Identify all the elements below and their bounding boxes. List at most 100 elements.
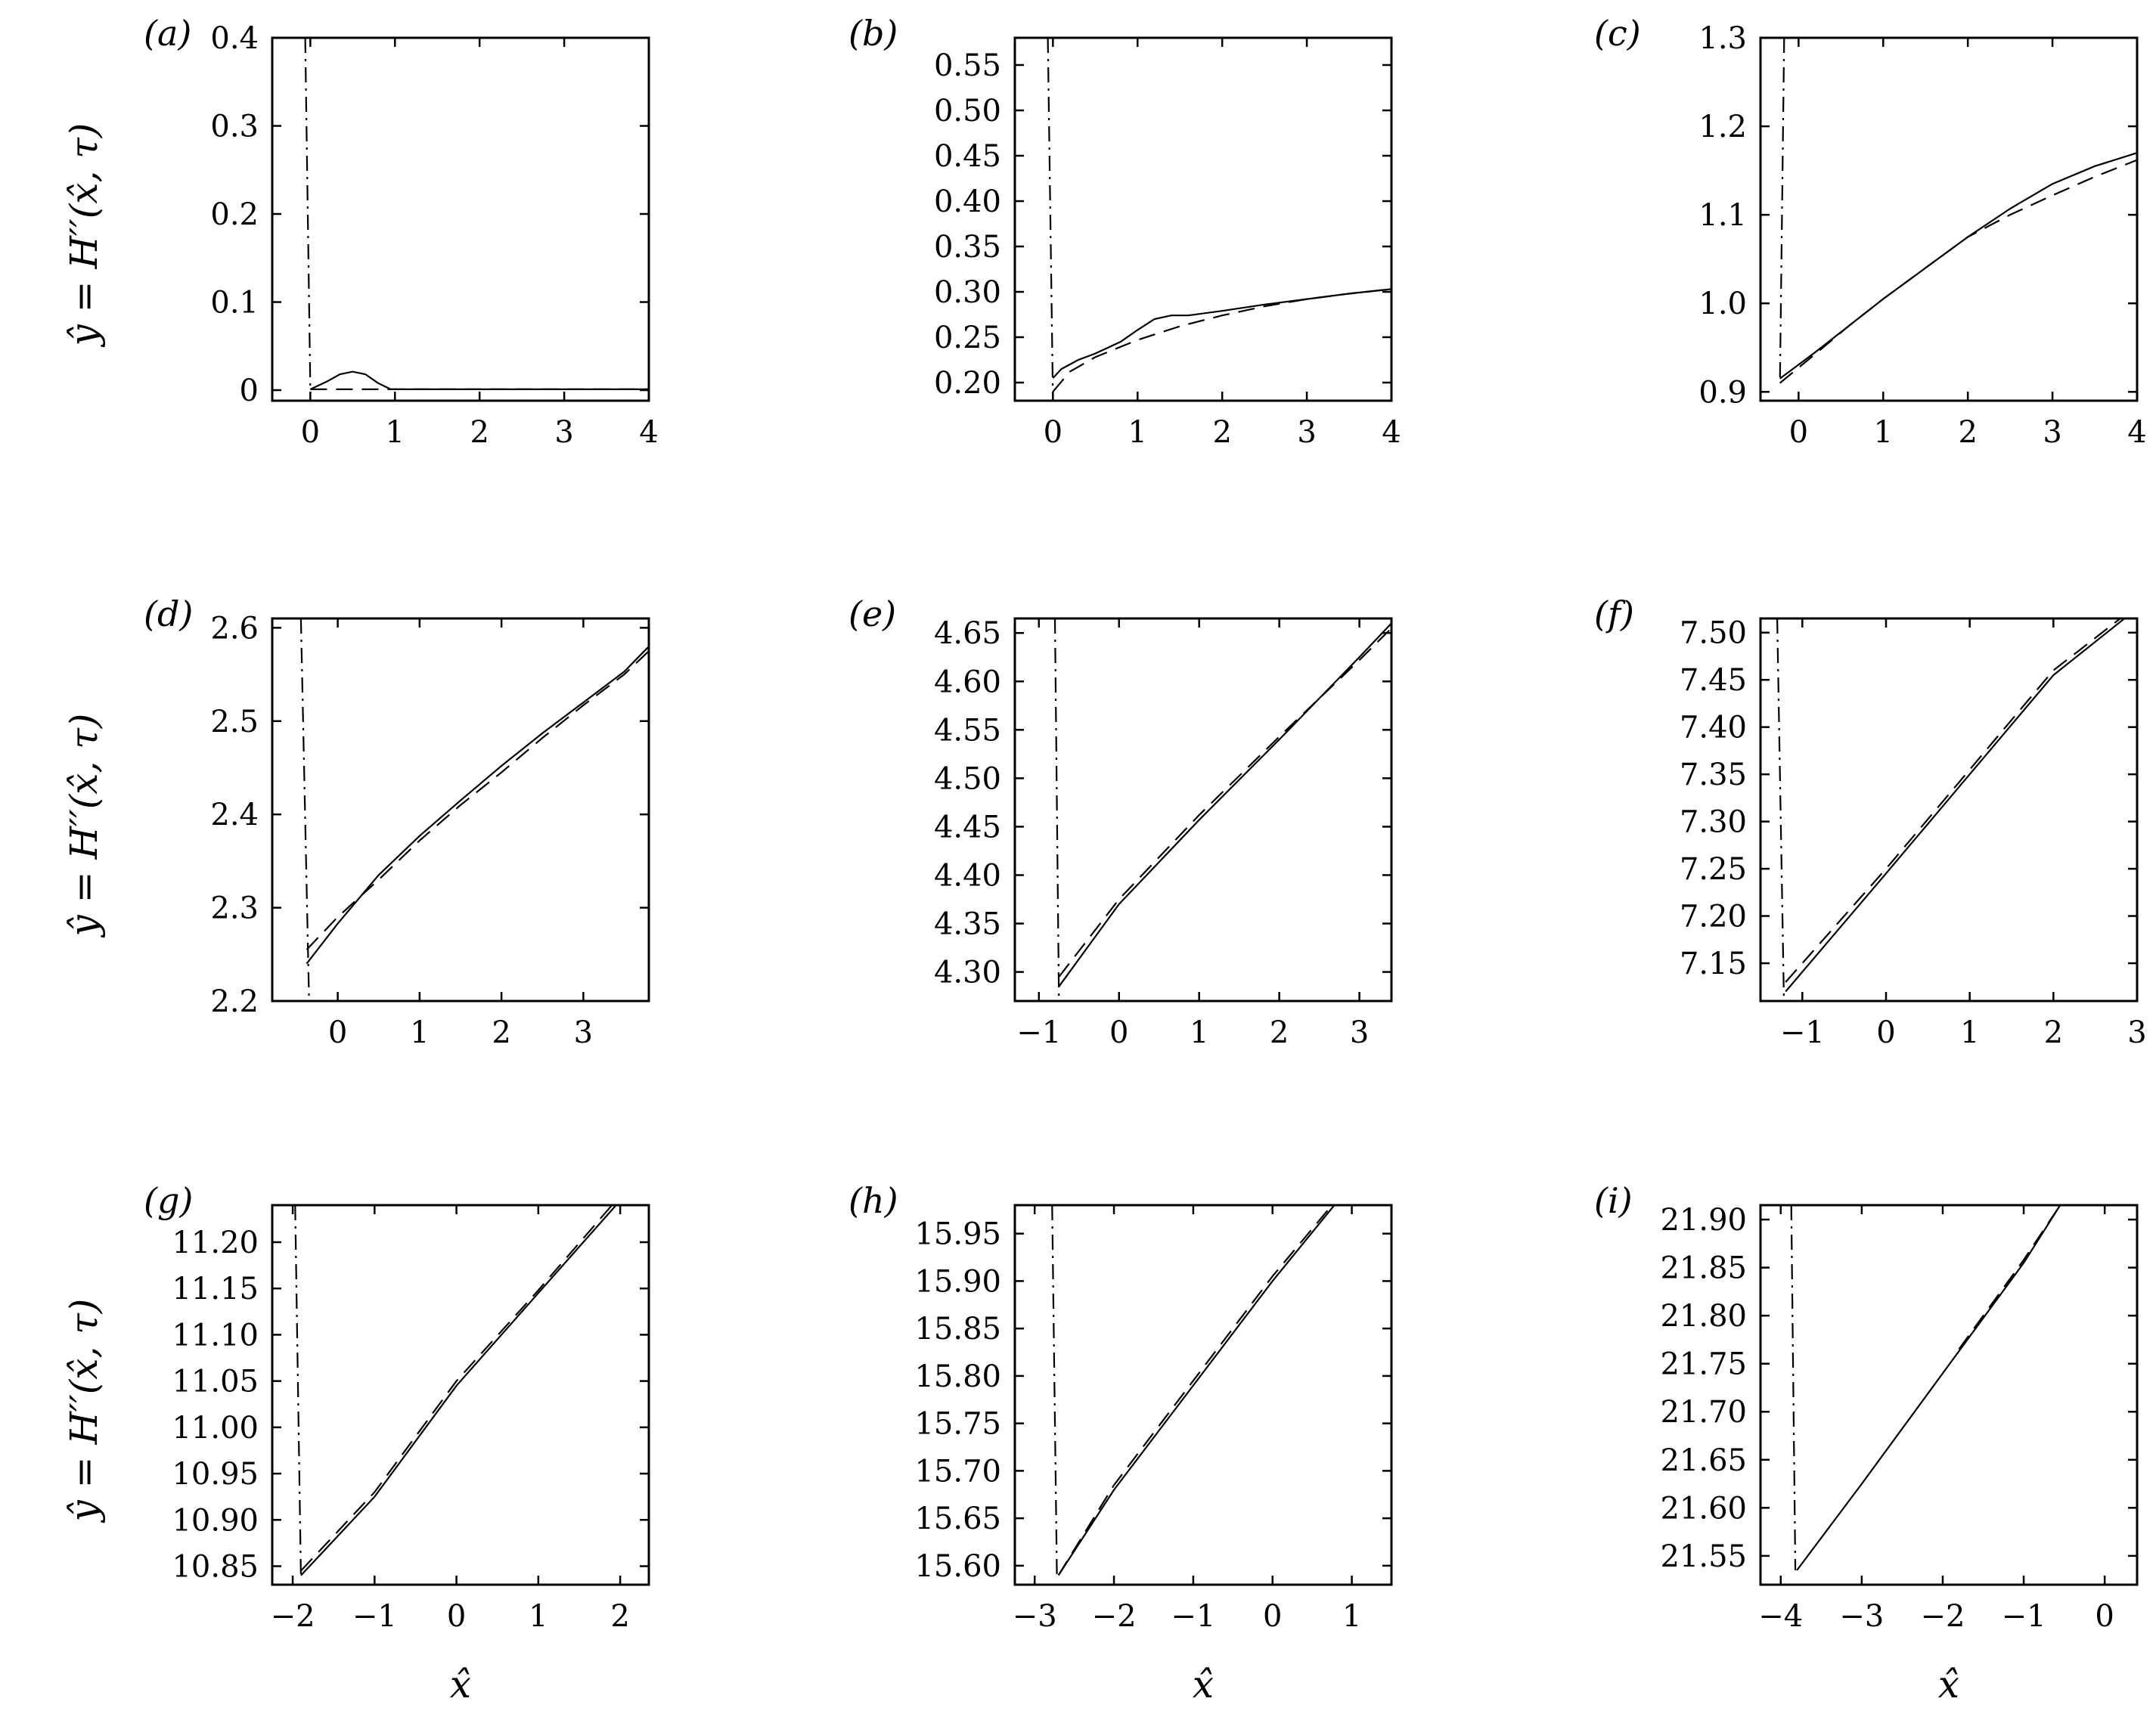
y-tick-label: 0.3 xyxy=(210,110,259,144)
series-dashed-line xyxy=(1785,618,2121,983)
plot-frame xyxy=(271,36,650,402)
x-tick-label: 0 xyxy=(2095,1599,2114,1634)
series-solid-line xyxy=(1796,1205,2061,1571)
y-tick-label: 4.40 xyxy=(934,858,1001,893)
y-tick-label: 0.9 xyxy=(1698,375,1747,410)
y-tick-label: 10.85 xyxy=(172,1550,259,1585)
series-dashdot-line xyxy=(1779,38,1785,383)
y-tick-label: 0.2 xyxy=(210,197,259,232)
y-tick-label: 21.60 xyxy=(1660,1491,1747,1526)
plot-frame xyxy=(1759,617,2139,1003)
x-tick-label: 1 xyxy=(1128,415,1147,450)
series-dashdot-line xyxy=(1047,38,1054,401)
panel-label: (d) xyxy=(144,594,193,634)
x-tick-label: −3 xyxy=(1839,1599,1884,1634)
series-dashdot-line xyxy=(299,618,310,1001)
y-tick-label: 7.35 xyxy=(1680,758,1747,792)
y-tick-label: 7.20 xyxy=(1680,900,1747,934)
y-tick-label: 0 xyxy=(240,373,259,408)
x-tick-label: 0 xyxy=(1044,415,1062,450)
y-axis-title: ŷ = H′′(x̂, τ) xyxy=(62,123,106,348)
series-dashed-line xyxy=(300,1205,613,1572)
x-tick-label: −1 xyxy=(1780,1015,1825,1050)
x-tick-label: 0 xyxy=(1109,1015,1128,1050)
x-tick-label: −3 xyxy=(1013,1599,1057,1634)
y-tick-label: 4.50 xyxy=(934,761,1001,796)
y-tick-label: 0.35 xyxy=(934,230,1001,265)
x-tick-label: 0 xyxy=(1263,1599,1282,1634)
x-tick-label: 2 xyxy=(1270,1015,1289,1050)
series-dashdot-line xyxy=(1053,618,1060,1001)
y-tick-label: 11.00 xyxy=(172,1411,259,1446)
y-tick-label: 0.55 xyxy=(934,48,1001,83)
plot-frame xyxy=(271,1204,650,1586)
y-tick-label: 21.65 xyxy=(1660,1443,1747,1478)
x-tick-label: 1 xyxy=(1960,1015,1979,1050)
x-tick-label: −2 xyxy=(271,1599,315,1634)
y-tick-label: 0.4 xyxy=(210,21,259,56)
x-tick-label: −4 xyxy=(1758,1599,1803,1634)
series-dashdot-line xyxy=(304,38,312,391)
y-tick-label: 4.45 xyxy=(934,810,1001,845)
x-tick-label: −1 xyxy=(352,1599,397,1634)
y-tick-label: 0.20 xyxy=(934,366,1001,401)
panel-label: (a) xyxy=(144,13,191,54)
plot-frame xyxy=(1759,1204,2139,1586)
y-tick-label: 1.3 xyxy=(1698,21,1747,56)
panel-f: −1 0 1 2 3 7.15 7.20 7.25 7.30 7.35 7.40 7.45 7.50 (f… xyxy=(1594,594,2147,1050)
y-tick-label: 15.80 xyxy=(914,1359,1001,1394)
panel-label: (f) xyxy=(1594,594,1634,634)
y-tick-label: 21.85 xyxy=(1660,1251,1747,1286)
y-tick-label: 1.1 xyxy=(1698,198,1747,233)
x-tick-label: 2 xyxy=(610,1599,629,1634)
x-tick-label: 2 xyxy=(1958,415,1977,450)
panel-c: 0 1 2 3 4 0.9 1.0 1.1 1.2 1.3 (c) xyxy=(1594,13,2147,450)
y-tick-label: 21.70 xyxy=(1660,1395,1747,1430)
y-tick-label: 7.30 xyxy=(1680,805,1747,840)
x-axis-title: x̂ xyxy=(1193,1663,1214,1706)
x-tick-label: 3 xyxy=(1350,1015,1369,1050)
x-tick-label: 0 xyxy=(328,1015,347,1050)
y-tick-label: 21.75 xyxy=(1660,1347,1747,1382)
y-tick-label: 0.1 xyxy=(210,286,259,321)
panel-a: 0 1 2 3 4 0 0.1 0.2 0.3 0.4 (a) xyxy=(144,13,659,450)
series-solid-line xyxy=(1052,288,1391,379)
panel-b: 0 1 2 3 4 0.20 0.25 0.30 0.35 0.40 0.45 0.50 0.55 (b) xyxy=(848,13,1401,450)
series-solid-line xyxy=(1058,622,1391,987)
series-dashdot-line xyxy=(1790,1205,1797,1570)
series-solid-line xyxy=(300,1205,617,1576)
y-tick-label: 21.80 xyxy=(1660,1299,1747,1334)
x-tick-label: 3 xyxy=(574,1015,593,1050)
y-tick-label: 1.0 xyxy=(1698,287,1747,321)
y-tick-label: 2.5 xyxy=(210,705,259,739)
y-tick-label: 7.15 xyxy=(1680,947,1747,981)
series-dashed-line xyxy=(306,650,649,950)
x-tick-label: 1 xyxy=(1874,415,1893,450)
x-tick-label: 4 xyxy=(639,415,658,450)
y-tick-label: 15.70 xyxy=(914,1454,1001,1489)
series-solid-line xyxy=(1779,152,2137,380)
y-tick-label: 15.90 xyxy=(914,1264,1001,1299)
series-dashdot-line xyxy=(1051,1205,1058,1576)
x-tick-label: 3 xyxy=(2127,1015,2146,1050)
series-dashdot-line xyxy=(294,1205,302,1576)
series-dashed-line xyxy=(1779,159,2137,384)
y-tick-label: 11.20 xyxy=(172,1226,259,1260)
x-tick-label: 1 xyxy=(1190,1015,1208,1050)
y-tick-label: 15.65 xyxy=(914,1502,1001,1536)
y-tick-label: 4.60 xyxy=(934,665,1001,699)
series-solid-line xyxy=(309,370,649,391)
x-tick-label: 3 xyxy=(2043,415,2061,450)
y-axis-title: ŷ = H′′(x̂, τ) xyxy=(62,714,106,938)
panel-e: −1 0 1 2 3 4.30 4.35 4.40 4.45 4.50 4.55 4.60 4.65 (e… xyxy=(848,594,1393,1050)
x-tick-label: 0 xyxy=(447,1599,466,1634)
x-tick-label: 1 xyxy=(529,1599,548,1634)
panel-label: (h) xyxy=(848,1180,898,1221)
x-tick-label: 2 xyxy=(470,415,489,450)
y-tick-label: 7.40 xyxy=(1680,711,1747,745)
panel-g: −2 −1 0 1 2 10.85 10.90 10.95 11.00 11.05 11.10 11.… xyxy=(144,1180,650,1634)
x-tick-label: 3 xyxy=(554,415,573,450)
y-tick-label: 0.45 xyxy=(934,139,1001,174)
panel-label: (i) xyxy=(1594,1180,1633,1221)
y-tick-label: 10.95 xyxy=(172,1457,259,1492)
